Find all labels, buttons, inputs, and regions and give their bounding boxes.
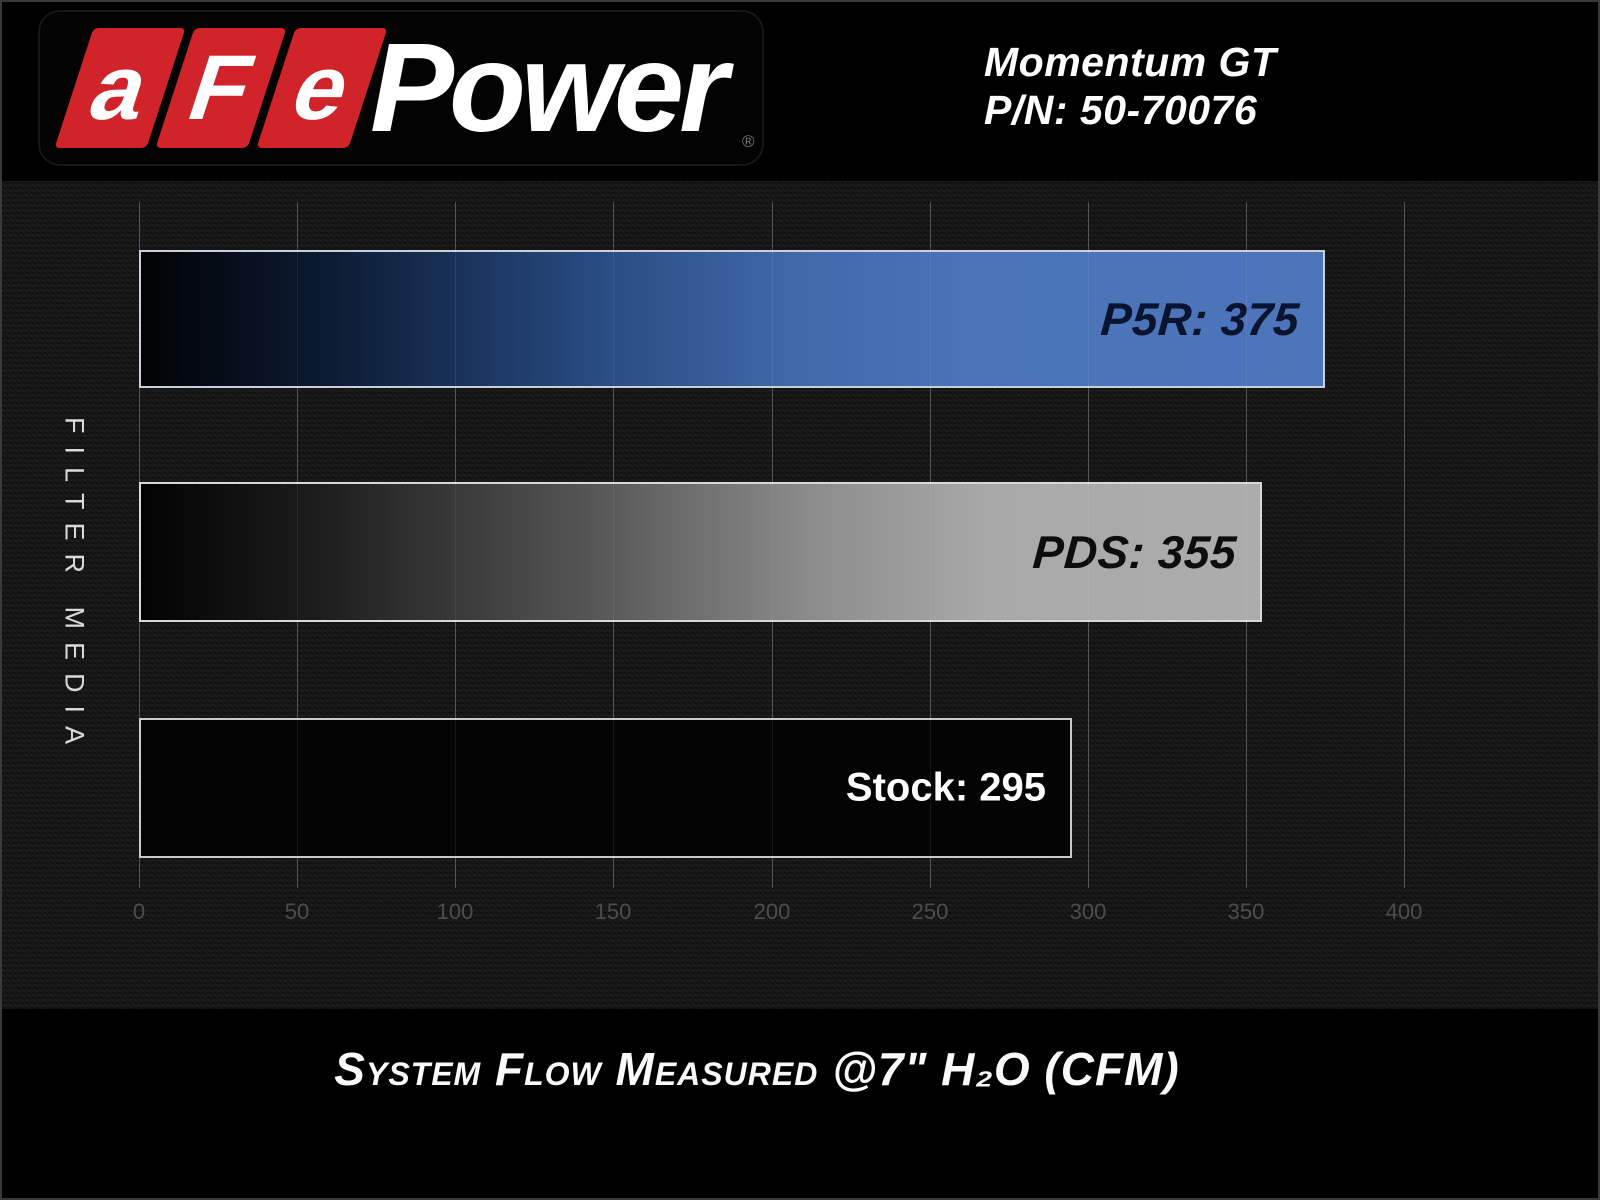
x-tick-label-300: 300 (1069, 899, 1107, 924)
gridline-400 (1404, 202, 1405, 888)
x-tick-label-250: 250 (911, 899, 949, 924)
bar-value-label-stock: Stock: 295 (845, 765, 1046, 810)
x-axis-title: System Flow Measured @7" H₂O (CFM) (334, 1043, 1180, 1095)
gridline-overlay-250 (930, 202, 931, 888)
gridline-overlay-350 (1246, 202, 1247, 888)
bar-value-label-p5r: P5R: 375 (1098, 293, 1301, 345)
x-tick-label-0: 0 (132, 899, 146, 924)
x-tick-label-100: 100 (436, 899, 474, 924)
gridline-overlay-50 (297, 202, 298, 888)
gridline-overlay-200 (772, 202, 773, 888)
afe-power-logo: a F e Power ® (40, 12, 762, 164)
gridline-overlay-400 (1404, 202, 1405, 888)
x-tick-label-400: 400 (1385, 899, 1423, 924)
gridline-overlay-150 (613, 202, 614, 888)
gridline-overlay-100 (455, 202, 456, 888)
registered-trademark-icon: ® (742, 132, 755, 151)
x-tick-label-200: 200 (753, 899, 791, 924)
gridline-overlay-0 (139, 202, 140, 888)
bar-stock: Stock: 295 (139, 718, 1072, 858)
afe-logo-letter: e (279, 37, 365, 139)
bar-value-label-pds: PDS: 355 (1030, 526, 1238, 578)
product-header: Momentum GT P/N: 50-70076 (984, 38, 1276, 134)
part-number: P/N: 50-70076 (984, 87, 1258, 133)
afe-logo-letter: F (176, 37, 266, 139)
afe-logo-letter: a (77, 37, 163, 139)
bar-p5r: P5R: 375 (139, 250, 1325, 388)
bar-pds: PDS: 355 (139, 482, 1262, 622)
x-tick-label-150: 150 (594, 899, 632, 924)
x-tick-label-50: 50 (284, 899, 310, 924)
afe-logo-blocks: a F e (54, 28, 388, 148)
power-wordmark: Power (370, 17, 728, 158)
x-tick-label-350: 350 (1227, 899, 1265, 924)
product-name: Momentum GT (984, 39, 1277, 85)
gridline-overlay-300 (1088, 202, 1089, 888)
y-axis-label: FILTER MEDIA (59, 416, 90, 758)
